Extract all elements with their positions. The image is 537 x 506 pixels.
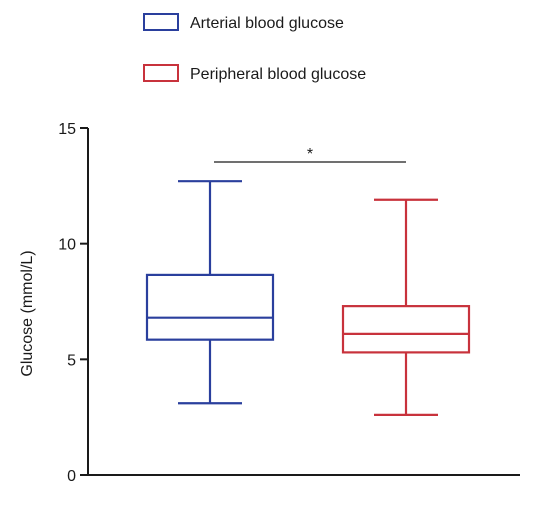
legend-label: Arterial blood glucose <box>190 15 344 32</box>
box-series <box>145 180 275 405</box>
y-tick-label: 5 <box>67 352 76 369</box>
y-tick-label: 0 <box>67 468 76 485</box>
y-tick-label: 10 <box>58 237 76 254</box>
iqr-box <box>145 273 275 341</box>
legend: Arterial blood glucose Peripheral blood g… <box>143 13 366 83</box>
y-axis: 0 5 10 15 Glucose (mmol/L) <box>19 121 520 485</box>
iqr-box <box>341 305 471 354</box>
legend-swatch <box>143 13 179 31</box>
y-axis-label: Glucose (mmol/L) <box>19 250 36 376</box>
legend-label: Peripheral blood glucose <box>190 66 366 83</box>
legend-swatch <box>143 64 179 82</box>
box-series <box>341 198 471 416</box>
y-tick-label: 15 <box>58 121 76 138</box>
significance-label: * <box>307 146 313 163</box>
plot-area: * <box>145 146 471 416</box>
